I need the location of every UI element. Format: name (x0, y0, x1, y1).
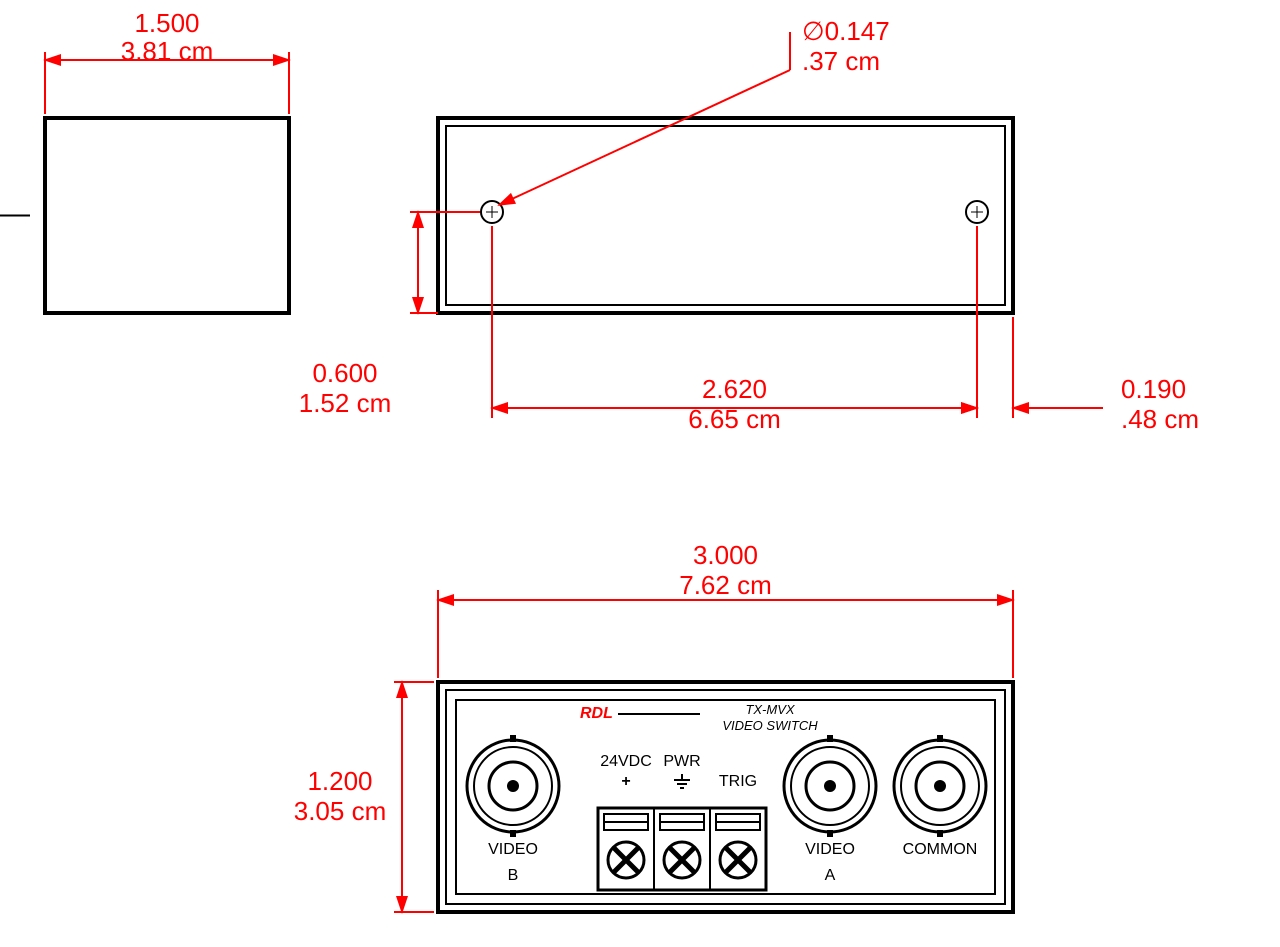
label-pwr: PWR (663, 753, 700, 770)
dim-2620-in: 2.620 (702, 374, 767, 404)
label-video-b: VIDEO (488, 841, 538, 858)
label-a: A (825, 867, 836, 884)
dim-1200-cm: 3.05 cm (294, 796, 387, 826)
label-subtitle: VIDEO SWITCH (722, 718, 818, 733)
label-model: TX-MVX (745, 702, 795, 717)
dim-1500-in: 1.500 (134, 8, 199, 38)
dim-3000-in: 3.000 (693, 540, 758, 570)
dim-1500-cm: 3.81 cm (121, 36, 214, 66)
label-video-a: VIDEO (805, 841, 855, 858)
leader-hole (499, 70, 790, 205)
dim-1200-in: 1.200 (307, 766, 372, 796)
label-trig: TRIG (719, 773, 757, 790)
label-24vdc: 24VDC (600, 753, 652, 770)
label-common: COMMON (903, 841, 978, 858)
end-view-outline (45, 118, 289, 313)
top-view-inner (446, 126, 1005, 305)
dim-0600-in: 0.600 (312, 358, 377, 388)
dim-hole-cm: .37 cm (802, 46, 880, 76)
dim-0600-cm: 1.52 cm (299, 388, 392, 418)
dim-2620-cm: 6.65 cm (688, 404, 781, 434)
dim-0190-in: 0.190 (1121, 374, 1186, 404)
dim-hole-in: ∅0.147 (802, 16, 890, 46)
brand-rdl: RDL (580, 705, 613, 722)
front-view-outer (438, 682, 1013, 912)
top-view-outer (438, 118, 1013, 313)
label-plus: + (621, 773, 630, 790)
dim-3000-cm: 7.62 cm (679, 570, 772, 600)
label-b: B (508, 867, 519, 884)
dim-0190-cm: .48 cm (1121, 404, 1199, 434)
